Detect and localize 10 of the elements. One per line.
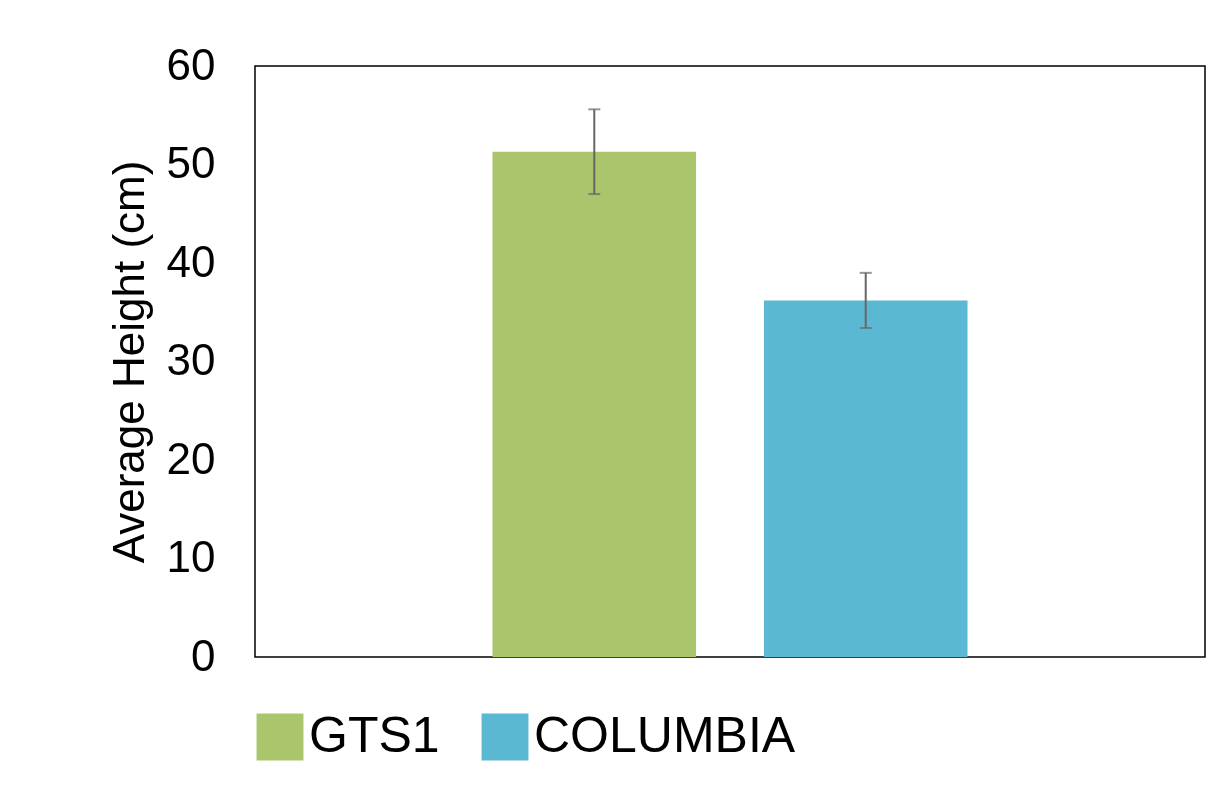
y-tick-label: 40 [166,236,216,286]
legend-label: GTS1 [309,707,440,763]
y-tick-label: 50 [166,138,216,187]
y-tick-label: 30 [166,335,216,384]
y-tick-label: 10 [166,532,216,581]
y-tick-label: 0 [191,630,216,680]
y-tick-label: 20 [166,433,216,483]
legend-label: COLUMBIA [534,707,796,763]
y-tick-label: 60 [166,39,216,89]
y-axis-title: Average Height (cm) [103,160,153,564]
